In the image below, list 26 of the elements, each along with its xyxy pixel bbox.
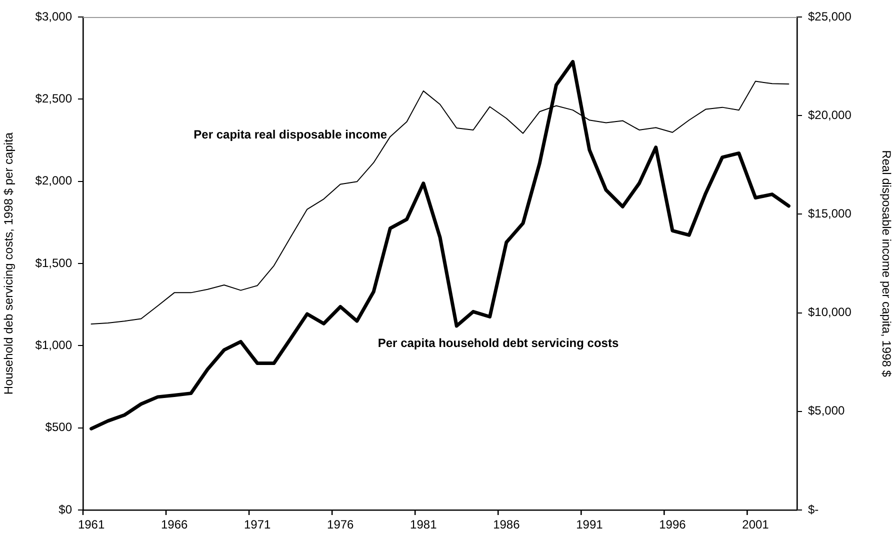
x-tick-label: 1971	[244, 518, 272, 532]
y2-tick-label: $10,000	[808, 305, 852, 320]
y-tick-label: $2,500	[35, 91, 72, 106]
y-tick-label: $1,000	[35, 338, 72, 352]
y2-axis-title: Real disposable income per capita, 1998 $	[879, 150, 894, 378]
y-tick-label: $500	[45, 420, 72, 434]
y2-tick-label: $-	[808, 502, 819, 516]
x-tick-label: 1961	[78, 518, 105, 532]
x-tick-label: 2001	[742, 518, 770, 532]
y-tick-label: $2,000	[35, 174, 72, 188]
x-tick-label: 1966	[160, 518, 188, 532]
x-tick-label: 1981	[410, 518, 438, 532]
series-label: Per capita real disposable income	[194, 128, 388, 142]
y-axis-title: Household deb servicing costs, 1998 $ per capita	[2, 132, 16, 395]
y-tick-label: $0	[58, 502, 72, 516]
x-tick-label: 1991	[576, 518, 604, 532]
x-tick-label: 1996	[659, 518, 686, 532]
y-tick-label: $3,000	[35, 9, 72, 24]
x-tick-label: 1986	[493, 518, 520, 532]
text: Per capita household debt servicing costs	[378, 336, 619, 350]
y2-tick-label: $5,000	[808, 404, 846, 418]
x-tick-label: 1976	[327, 518, 354, 532]
y2-tick-label: $25,000	[808, 9, 852, 24]
y-tick-label: $1,500	[35, 256, 72, 270]
y2-tick-label: $15,000	[808, 206, 852, 221]
y2-tick-label: $20,000	[808, 108, 852, 122]
